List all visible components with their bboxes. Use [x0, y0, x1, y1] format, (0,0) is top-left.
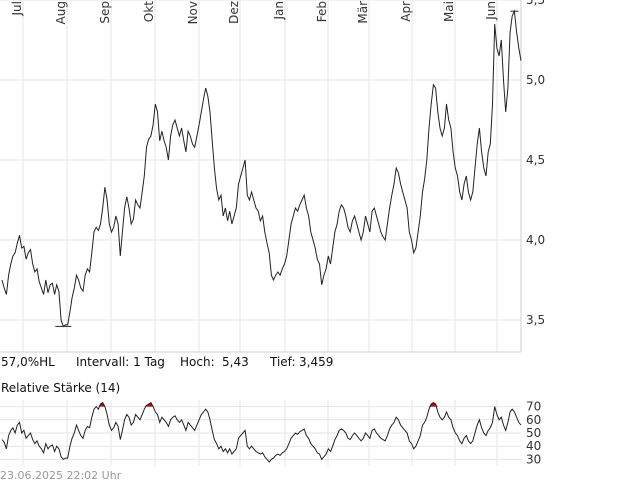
x-tick-label: Nov: [186, 1, 200, 24]
rsi-line: [1, 401, 522, 463]
x-tick-label: Okt: [142, 1, 156, 22]
main-plot-area: [0, 0, 521, 352]
x-tick-label: Feb: [315, 1, 329, 22]
x-tick-label: Jul: [10, 1, 24, 16]
low-value: 3,459: [299, 355, 334, 369]
main-y-axis: 3,5 4,0 4,5 5,0 5,5: [526, 0, 545, 327]
x-tick-label: Jan: [272, 1, 286, 21]
rsi-series: [1, 401, 522, 463]
x-tick-label: Jun: [484, 1, 498, 21]
x-tick-label: Mai: [442, 1, 456, 22]
price-line: [1, 9, 522, 328]
main-grid: [0, 0, 522, 466]
main-x-axis: Jul Aug Sep Okt Nov Dez Jan Feb Mär Apr Mai Jun: [10, 1, 498, 25]
x-tick-label: Apr: [399, 1, 413, 22]
rsi-y-tick-label: 50: [526, 426, 541, 440]
x-tick-label: Sep: [98, 1, 112, 24]
rsi-y-tick-label: 60: [526, 413, 541, 427]
x-tick-label: Mär: [356, 1, 370, 24]
rsi-y-tick-label: 40: [526, 439, 541, 453]
rsi-grid: [0, 406, 521, 460]
y-tick-label: 4,0: [526, 233, 545, 247]
x-tick-label: Aug: [54, 1, 68, 24]
y-tick-label: 5,0: [526, 73, 545, 87]
timestamp: 23.06.2025 22:02 Uhr: [0, 469, 122, 482]
range-percent: 57,0%HL: [1, 355, 55, 369]
high-value: 5,43: [222, 355, 249, 369]
rsi-y-tick-label: 70: [526, 400, 541, 414]
interval-label: Intervall: 1 Tag: [76, 355, 165, 369]
low-label: Tief:: [270, 355, 296, 369]
y-tick-label: 5,5: [526, 0, 545, 7]
rsi-y-tick-label: 30: [526, 452, 541, 466]
main-series: [1, 9, 522, 328]
rsi-title: Relative Stärke (14): [1, 381, 121, 395]
y-tick-label: 4,5: [526, 153, 545, 167]
x-tick-label: Dez: [227, 1, 241, 24]
high-label: Hoch:: [180, 355, 215, 369]
y-tick-label: 3,5: [526, 313, 545, 327]
